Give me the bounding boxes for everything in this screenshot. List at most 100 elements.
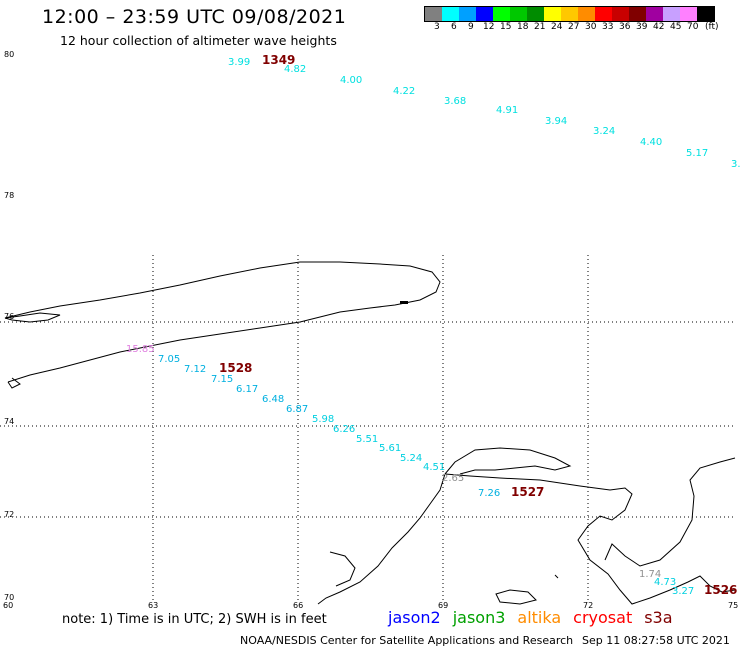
legend-swatch bbox=[595, 7, 612, 21]
coastline bbox=[329, 551, 356, 587]
legend-swatch bbox=[680, 7, 697, 21]
legend-swatch bbox=[646, 7, 663, 21]
swh-value: 6.26 bbox=[333, 424, 355, 435]
swh-value: 3.24 bbox=[593, 126, 615, 137]
map-subtitle: 12 hour collection of altimeter wave hei… bbox=[60, 33, 337, 48]
legend-swatch bbox=[629, 7, 646, 21]
footer-note: note: 1) Time is in UTC; 2) SWH is in fe… bbox=[62, 612, 327, 627]
footer-timestamp: Sep 11 08:27:58 UTC 2021 bbox=[582, 634, 730, 647]
legend-swatch bbox=[493, 7, 510, 21]
swh-value: 4.82 bbox=[284, 64, 306, 75]
swh-value: 2.65 bbox=[442, 473, 464, 484]
swh-value: 4.22 bbox=[393, 86, 415, 97]
x-tick-label: 60 bbox=[3, 601, 13, 610]
satellite-altika: altika bbox=[517, 608, 562, 627]
legend-tick-label: 18 bbox=[517, 22, 529, 32]
coastline bbox=[4, 261, 441, 383]
swh-value: 5.17 bbox=[686, 148, 708, 159]
legend-tick-label: 33 bbox=[602, 22, 614, 32]
pass-id-label: 1527 bbox=[511, 485, 544, 499]
satellite-s3a: s3a bbox=[644, 608, 673, 627]
footer-credit: NOAA/NESDIS Center for Satellite Applica… bbox=[240, 634, 574, 647]
legend-swatch bbox=[663, 7, 680, 21]
y-tick-label: 78 bbox=[4, 191, 14, 200]
coastline bbox=[554, 574, 559, 579]
satellite-legend: jason2 jason3 altika cryosat s3a bbox=[388, 608, 673, 627]
legend-tick-label: 12 bbox=[483, 22, 495, 32]
x-tick-label: 69 bbox=[438, 601, 448, 610]
swh-value: 3.27 bbox=[672, 586, 694, 597]
swh-value: 7.12 bbox=[184, 364, 206, 375]
swh-value: 3. bbox=[731, 159, 740, 170]
coastline bbox=[7, 377, 21, 389]
pass-id-label: 1528 bbox=[219, 361, 252, 375]
legend-swatch bbox=[510, 7, 527, 21]
swh-value: 7.05 bbox=[158, 354, 180, 365]
legend-tick-label: 15 bbox=[500, 22, 512, 32]
legend-swatch bbox=[425, 7, 442, 21]
legend-unit: (ft) bbox=[705, 22, 719, 32]
legend-tick-label: 45 bbox=[670, 22, 682, 32]
coastline bbox=[604, 457, 736, 567]
x-tick-label: 63 bbox=[148, 601, 158, 610]
x-tick-label: 75 bbox=[728, 601, 738, 610]
coastline bbox=[317, 473, 446, 605]
swh-value: 15.85 bbox=[126, 344, 155, 355]
swh-value: 3.68 bbox=[444, 96, 466, 107]
swh-value: 7.15 bbox=[211, 374, 233, 385]
legend-tick-label: 39 bbox=[636, 22, 648, 32]
legend-tick-label: 24 bbox=[551, 22, 563, 32]
y-tick-label: 76 bbox=[4, 312, 14, 321]
swh-value: 4.00 bbox=[340, 75, 362, 86]
pass-id-label: 1526 bbox=[704, 583, 737, 597]
coastline bbox=[444, 447, 572, 475]
coastline bbox=[495, 589, 537, 605]
legend-tick-label: 21 bbox=[534, 22, 546, 32]
coastline bbox=[400, 301, 408, 304]
swh-value: 3.94 bbox=[545, 116, 567, 127]
swh-value: 4.73 bbox=[654, 577, 676, 588]
legend-swatch bbox=[476, 7, 493, 21]
y-tick-label: 72 bbox=[4, 510, 14, 519]
swh-value: 5.61 bbox=[379, 443, 401, 454]
swh-value: 6.17 bbox=[236, 384, 258, 395]
swh-value: 1.74 bbox=[639, 569, 661, 580]
legend-swatch bbox=[578, 7, 595, 21]
color-scale-legend bbox=[424, 6, 715, 22]
satellite-jason2: jason2 bbox=[388, 608, 441, 627]
legend-tick-label: 36 bbox=[619, 22, 631, 32]
y-tick-label: 74 bbox=[4, 417, 14, 426]
map-title: 12:00 – 23:59 UTC 09/08/2021 bbox=[42, 6, 347, 28]
legend-swatch bbox=[561, 7, 578, 21]
legend-swatch bbox=[459, 7, 476, 21]
legend-tick-label: 9 bbox=[468, 22, 474, 32]
swh-value: 4.51 bbox=[423, 462, 445, 473]
x-tick-label: 66 bbox=[293, 601, 303, 610]
swh-value: 5.51 bbox=[356, 434, 378, 445]
x-tick-label: 72 bbox=[583, 601, 593, 610]
coastline bbox=[444, 473, 736, 605]
legend-swatch bbox=[442, 7, 459, 21]
satellite-cryosat: cryosat bbox=[573, 608, 633, 627]
legend-swatch bbox=[697, 7, 714, 21]
swh-value: 5.98 bbox=[312, 414, 334, 425]
swh-value: 5.24 bbox=[400, 453, 422, 464]
satellite-jason3: jason3 bbox=[452, 608, 506, 627]
swh-value: 7.26 bbox=[478, 488, 500, 499]
legend-swatch bbox=[527, 7, 544, 21]
legend-tick-label: 30 bbox=[585, 22, 597, 32]
legend-swatch bbox=[612, 7, 629, 21]
legend-tick-label: 42 bbox=[653, 22, 665, 32]
legend-tick-label: 6 bbox=[451, 22, 457, 32]
swh-value: 4.40 bbox=[640, 137, 662, 148]
legend-tick-label: 70 bbox=[687, 22, 699, 32]
swh-value: 6.48 bbox=[262, 394, 284, 405]
coastline bbox=[4, 312, 61, 323]
swh-value: 6.87 bbox=[286, 404, 308, 415]
y-tick-label: 80 bbox=[4, 50, 14, 59]
swh-value: 3.99 bbox=[228, 57, 250, 68]
swh-value: 4.91 bbox=[496, 105, 518, 116]
legend-swatch bbox=[544, 7, 561, 21]
